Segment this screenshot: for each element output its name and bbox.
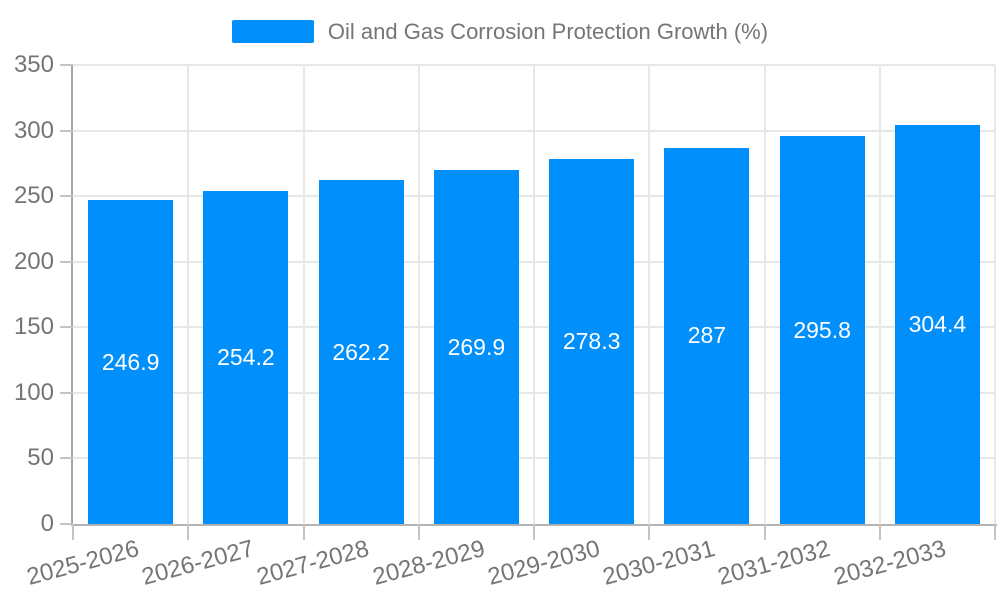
bar[interactable]: 287 — [664, 147, 750, 524]
x-axis-tick — [533, 524, 535, 540]
bar[interactable]: 278.3 — [549, 159, 635, 524]
x-axis-tick — [187, 524, 190, 540]
y-axis-tick-label: 0 — [40, 510, 54, 537]
x-axis-category-label: 2026-2027 — [139, 535, 257, 591]
bar-value-label: 304.4 — [908, 310, 967, 337]
y-axis-tick — [60, 391, 73, 394]
y-axis-tick-label: 150 — [13, 313, 54, 341]
y-axis-tick-label: 50 — [27, 444, 54, 472]
x-axis-category-label: 2027-2028 — [254, 535, 373, 591]
y-axis-tick-label: 200 — [13, 247, 54, 275]
x-axis-tick — [417, 524, 420, 540]
y-axis-tick — [60, 195, 73, 198]
gridline-vertical — [648, 65, 651, 524]
y-axis-tick — [60, 260, 73, 263]
x-axis-tick — [72, 524, 74, 540]
x-axis-tick — [302, 524, 305, 540]
gridline-vertical — [302, 65, 305, 524]
legend-label: Oil and Gas Corrosion Protection Growth … — [327, 19, 769, 44]
x-axis-tick — [648, 524, 651, 540]
x-axis-tick — [878, 524, 881, 540]
x-axis-tick — [763, 524, 766, 540]
y-axis-tick-label: 250 — [13, 182, 54, 210]
x-axis-category-label: 2032-2033 — [830, 535, 949, 591]
bar[interactable]: 295.8 — [779, 136, 865, 524]
gridline-vertical — [994, 65, 996, 524]
bar-value-label: 287 — [687, 322, 727, 349]
x-axis-category-label: 2031-2032 — [715, 535, 834, 591]
y-axis-tick — [60, 523, 73, 525]
bar-value-label: 254.2 — [217, 343, 275, 370]
y-axis-line — [71, 65, 73, 526]
legend-swatch-icon — [231, 20, 314, 43]
bar[interactable]: 262.2 — [318, 180, 404, 524]
y-axis-tick — [60, 457, 73, 460]
x-axis-category-label: 2029-2030 — [484, 535, 603, 591]
bar[interactable]: 246.9 — [88, 200, 174, 524]
y-axis-tick-label: 100 — [13, 378, 54, 406]
x-axis-category-label: 2028-2029 — [369, 535, 488, 591]
y-axis-tick — [60, 326, 73, 329]
plot-area: 0 50 100 150 200 250 300 350 246.9 254.2 262.2 269.… — [14, 52, 997, 591]
gridline-vertical — [187, 65, 190, 524]
legend-item[interactable]: Oil and Gas Corrosion Protection Growth … — [0, 19, 1000, 44]
bar[interactable]: 254.2 — [203, 190, 289, 524]
y-axis-tick-label: 300 — [13, 116, 54, 144]
y-axis-tick-label: 350 — [13, 51, 54, 78]
bar[interactable]: 304.4 — [894, 124, 980, 524]
bar-value-label: 278.3 — [562, 328, 621, 355]
y-axis-tick — [60, 129, 73, 132]
gridline-vertical — [417, 65, 420, 524]
bar-value-label: 295.8 — [793, 316, 851, 343]
bar-value-label: 262.2 — [332, 338, 390, 365]
x-axis-category-label: 2030-2031 — [600, 535, 718, 591]
bar-value-label: 269.9 — [447, 333, 506, 360]
bar[interactable]: 269.9 — [433, 170, 519, 524]
bar-value-label: 246.9 — [101, 348, 160, 375]
gridline-vertical — [763, 65, 766, 524]
gridline-vertical — [878, 65, 881, 524]
x-axis-tick — [994, 524, 996, 540]
gridline-vertical — [533, 65, 535, 524]
y-axis-tick — [60, 64, 73, 66]
x-axis-category-label: 2025-2026 — [23, 535, 142, 591]
